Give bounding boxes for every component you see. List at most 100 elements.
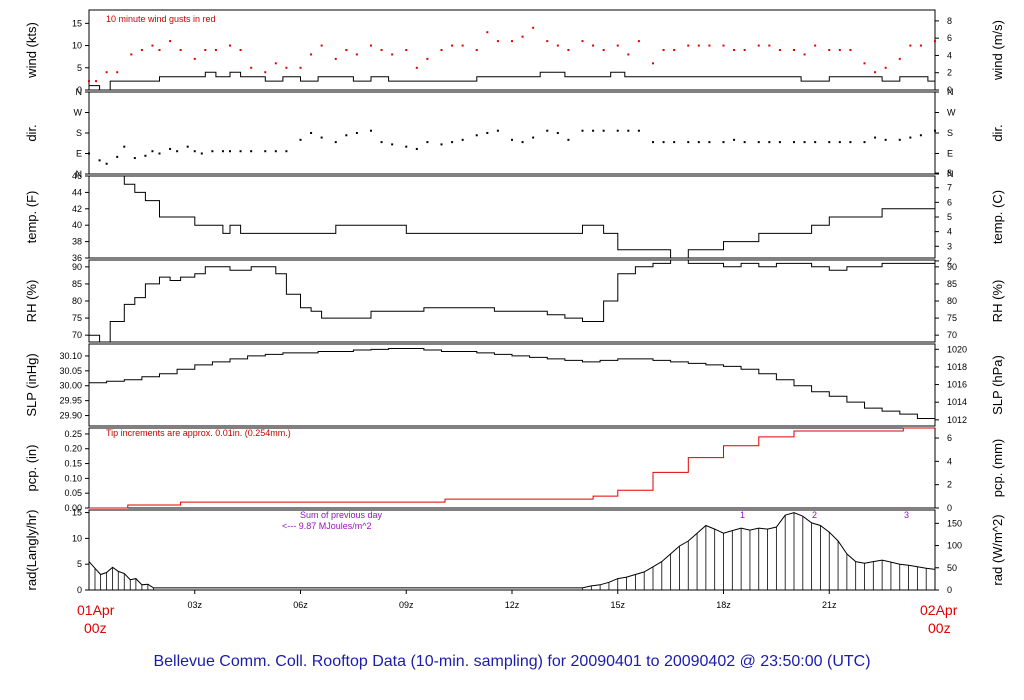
left-tick-label: 0.20 xyxy=(64,444,82,454)
gust-point xyxy=(310,53,313,56)
direction-point xyxy=(221,150,224,153)
right-tick-label: 80 xyxy=(947,296,957,306)
right-tick-label: 2 xyxy=(947,68,952,78)
direction-point xyxy=(532,136,535,139)
gust-point xyxy=(909,44,912,47)
direction-point xyxy=(849,141,852,144)
left-tick-label: 30.00 xyxy=(59,381,82,391)
direction-point xyxy=(355,132,358,134)
left-tick-label: 80 xyxy=(72,296,82,306)
left-tick-label: 0.10 xyxy=(64,473,82,483)
gust-point xyxy=(838,49,841,51)
direction-point xyxy=(743,141,746,144)
direction-point xyxy=(426,141,429,144)
direction-point xyxy=(380,141,383,144)
direction-point xyxy=(567,138,570,141)
gust-point xyxy=(627,53,630,56)
direction-point xyxy=(898,138,901,141)
direction-point xyxy=(556,132,559,134)
gust-point xyxy=(722,44,725,47)
right-tick-label: S xyxy=(947,128,953,138)
left-tick-label: 44 xyxy=(72,187,82,197)
right-tick-label: 1016 xyxy=(947,380,967,390)
direction-point xyxy=(637,129,640,132)
x-tick-label: 15z xyxy=(610,600,625,610)
end-hour-label: 00z xyxy=(928,620,951,636)
y-axis-label-left: rad(Langly/hr) xyxy=(24,510,39,591)
gust-point xyxy=(687,44,690,47)
left-tick-label: 0.00 xyxy=(64,503,82,513)
right-tick-label: 150 xyxy=(947,518,962,528)
direction-point xyxy=(461,138,464,141)
right-tick-label: 1020 xyxy=(947,344,967,354)
direction-point xyxy=(863,141,866,144)
gust-point xyxy=(95,80,98,83)
direction-point xyxy=(105,162,108,165)
gust-point xyxy=(158,49,161,51)
gust-point xyxy=(451,44,454,47)
right-tick-label: 1014 xyxy=(947,397,967,407)
direction-point xyxy=(757,141,760,144)
y-axis-label-right: RH (%) xyxy=(990,280,1005,323)
panel-frame xyxy=(88,9,936,91)
direction-point xyxy=(310,132,313,134)
direction-point xyxy=(334,141,337,144)
left-tick-label: 85 xyxy=(72,279,82,289)
direction-point xyxy=(697,141,700,144)
right-tick-label: 6 xyxy=(947,33,952,43)
gust-point xyxy=(616,44,619,47)
gust-point xyxy=(151,44,154,47)
left-tick-label: 40 xyxy=(72,220,82,230)
left-tick-label: N xyxy=(76,87,83,97)
direction-point xyxy=(299,138,302,141)
gust-point xyxy=(793,49,795,51)
y-axis-label-left: wind (kts) xyxy=(24,22,39,79)
gust-point xyxy=(204,49,207,51)
x-tick-label: 06z xyxy=(293,600,308,610)
panel-0: 0 5 10 15 0 2 4 6 8 wind (kts) wind (m/s) xyxy=(24,9,1005,95)
gust-point xyxy=(405,49,408,51)
gust-point xyxy=(884,66,887,69)
direction-point xyxy=(828,141,831,144)
x-tick-label: 21z xyxy=(822,600,837,610)
direction-point xyxy=(511,138,513,141)
left-tick-label: 90 xyxy=(72,262,82,272)
x-axis: 03z 06z 09z 12z 15z 18z 21z xyxy=(187,590,837,610)
direction-point xyxy=(370,129,372,132)
direction-point xyxy=(768,141,771,144)
left-tick-label: 10 xyxy=(72,41,82,51)
gust-point xyxy=(193,57,196,60)
left-tick-label: 29.90 xyxy=(59,411,82,421)
y-axis-label-right: pcp. (mm) xyxy=(990,439,1005,498)
radiation-outline xyxy=(88,512,936,589)
gust-point xyxy=(708,44,711,47)
left-tick-label: 15 xyxy=(72,508,82,518)
gust-point xyxy=(511,40,513,43)
right-tick-label: 0 xyxy=(947,503,952,513)
direction-point xyxy=(486,132,489,134)
right-tick-label: 0 xyxy=(947,585,952,595)
panel-frame xyxy=(88,259,936,343)
gust-point xyxy=(264,71,267,74)
gust-point xyxy=(229,44,231,47)
left-tick-label: 0 xyxy=(77,85,82,95)
gust-point xyxy=(334,57,337,60)
gust-point xyxy=(532,26,535,29)
gust-point xyxy=(863,62,866,65)
direction-point xyxy=(274,150,277,153)
left-tick-label: 0 xyxy=(77,585,82,595)
direction-point xyxy=(186,145,189,148)
y-axis-label-left: RH (%) xyxy=(24,280,39,323)
direction-point xyxy=(581,129,584,132)
gust-point xyxy=(345,49,348,51)
direction-point xyxy=(814,141,817,144)
gust-point xyxy=(475,49,478,51)
x-tick-label: 09z xyxy=(399,600,414,610)
left-tick-label: 5 xyxy=(77,63,82,73)
gust-point xyxy=(814,44,817,47)
panel-4: 29.90 29.95 30.00 30.05 30.10 1012 1014 1016 101… xyxy=(24,343,1005,427)
right-tick-label: N xyxy=(947,169,954,179)
gust-point xyxy=(486,31,489,34)
direction-point xyxy=(345,134,348,137)
direction-point xyxy=(909,136,912,139)
